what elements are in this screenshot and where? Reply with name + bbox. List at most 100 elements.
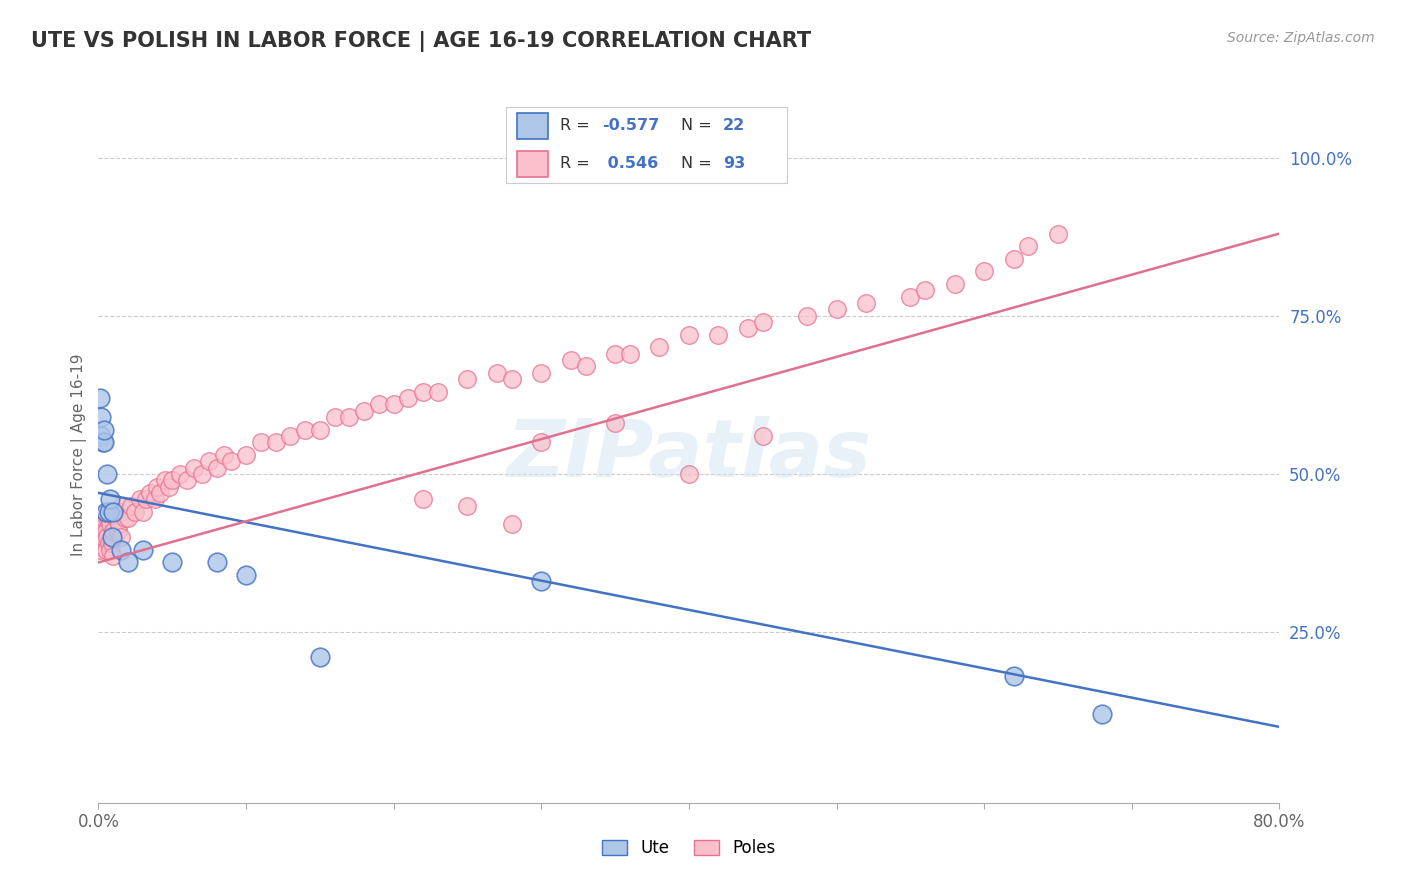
Point: [605, 417, 627, 431]
Point: [94, 505, 117, 519]
Point: [157, 479, 180, 493]
Point: [235, 568, 257, 582]
Point: [1091, 707, 1114, 722]
Point: [96, 467, 118, 481]
Point: [128, 492, 150, 507]
Point: [900, 290, 922, 304]
Text: 0.546: 0.546: [602, 156, 658, 171]
Point: [135, 492, 157, 507]
Point: [124, 505, 146, 519]
Point: [1018, 239, 1040, 253]
Text: N =: N =: [681, 119, 717, 134]
Point: [221, 454, 243, 468]
Point: [114, 511, 136, 525]
Point: [176, 473, 198, 487]
Point: [103, 505, 125, 519]
Point: [110, 530, 132, 544]
Point: [153, 473, 176, 487]
Point: [198, 454, 221, 468]
Point: [457, 372, 479, 386]
Point: [139, 486, 162, 500]
Point: [107, 524, 129, 538]
Point: [111, 499, 134, 513]
Point: [530, 435, 553, 450]
Text: N =: N =: [681, 156, 717, 171]
Point: [648, 340, 671, 354]
Point: [427, 384, 450, 399]
Point: [382, 397, 405, 411]
Point: [117, 511, 139, 525]
FancyBboxPatch shape: [517, 151, 548, 177]
Point: [94, 542, 117, 557]
Point: [486, 366, 509, 380]
Point: [280, 429, 302, 443]
Text: 93: 93: [723, 156, 745, 171]
Point: [91, 435, 114, 450]
Point: [89, 391, 111, 405]
Point: [530, 366, 553, 380]
Text: -0.577: -0.577: [602, 119, 659, 134]
Point: [93, 435, 115, 450]
Point: [105, 511, 128, 525]
Point: [94, 505, 117, 519]
Point: [162, 556, 183, 570]
Text: R =: R =: [560, 156, 595, 171]
Point: [132, 542, 155, 557]
Text: 22: 22: [723, 119, 745, 134]
Point: [235, 448, 257, 462]
Point: [943, 277, 966, 292]
Point: [501, 517, 523, 532]
Legend: Ute, Poles: Ute, Poles: [595, 833, 783, 864]
Point: [103, 505, 125, 519]
Point: [294, 423, 316, 437]
Point: [353, 403, 375, 417]
Point: [143, 492, 166, 507]
Text: UTE VS POLISH IN LABOR FORCE | AGE 16-19 CORRELATION CHART: UTE VS POLISH IN LABOR FORCE | AGE 16-19…: [31, 31, 811, 53]
Point: [707, 327, 730, 342]
Point: [103, 549, 125, 563]
Point: [93, 511, 115, 525]
Point: [90, 511, 112, 525]
Point: [98, 542, 121, 557]
Point: [530, 574, 553, 589]
Point: [100, 505, 122, 519]
Point: [191, 467, 214, 481]
Point: [619, 347, 641, 361]
Point: [98, 517, 121, 532]
Point: [752, 315, 775, 329]
Point: [97, 511, 120, 525]
Point: [97, 505, 120, 519]
Point: [96, 511, 118, 525]
Point: [737, 321, 759, 335]
Point: [117, 556, 139, 570]
Point: [323, 409, 346, 424]
Point: [309, 650, 332, 665]
Point: [100, 530, 122, 544]
Point: [100, 536, 122, 550]
Point: [110, 505, 132, 519]
Point: [250, 435, 273, 450]
Point: [205, 556, 228, 570]
Point: [132, 505, 155, 519]
Point: [91, 530, 114, 544]
Point: [914, 284, 936, 298]
Point: [678, 327, 700, 342]
Point: [120, 499, 142, 513]
Point: [90, 409, 112, 424]
Text: ZIPatlas: ZIPatlas: [506, 416, 872, 494]
Point: [560, 353, 582, 368]
Point: [855, 296, 877, 310]
Point: [575, 359, 598, 374]
Y-axis label: In Labor Force | Age 16-19: In Labor Force | Age 16-19: [72, 353, 87, 557]
Point: [339, 409, 361, 424]
Point: [98, 492, 121, 507]
Text: Source: ZipAtlas.com: Source: ZipAtlas.com: [1227, 31, 1375, 45]
Point: [146, 479, 169, 493]
Point: [1002, 252, 1025, 266]
Point: [264, 435, 287, 450]
Point: [678, 467, 700, 481]
Point: [973, 264, 995, 278]
Point: [183, 460, 205, 475]
Point: [605, 347, 627, 361]
Point: [162, 473, 183, 487]
